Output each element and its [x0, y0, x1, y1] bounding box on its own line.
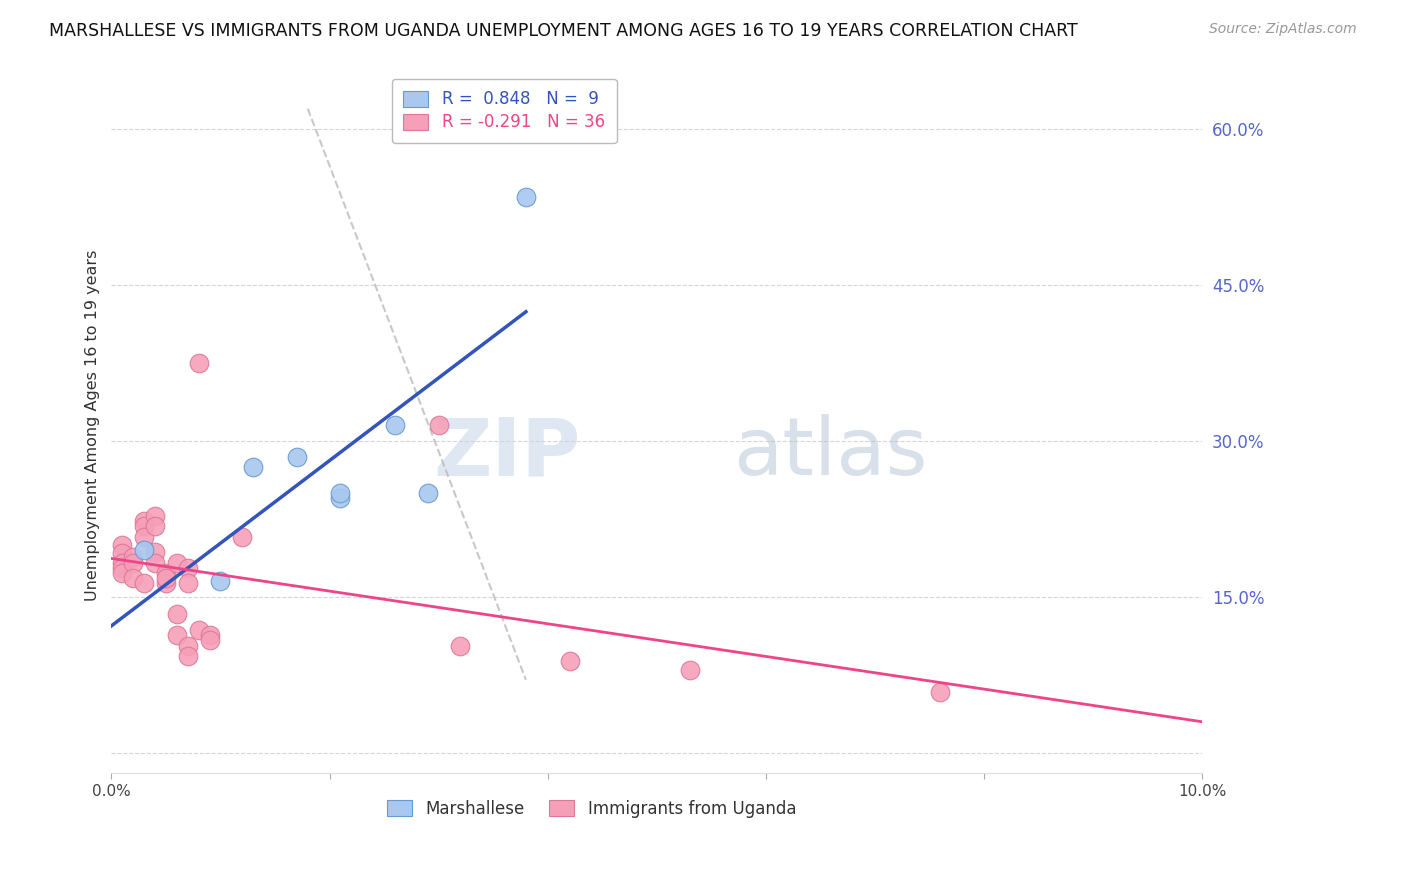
Point — [198, 628, 221, 642]
Point — [122, 550, 145, 565]
Point — [134, 576, 156, 591]
Point — [187, 356, 209, 370]
Point — [929, 685, 952, 699]
Y-axis label: Unemployment Among Ages 16 to 19 years: Unemployment Among Ages 16 to 19 years — [86, 250, 100, 601]
Point — [242, 460, 264, 475]
Point — [134, 514, 156, 528]
Point — [558, 654, 581, 668]
Point — [187, 623, 209, 637]
Text: atlas: atlas — [733, 414, 928, 492]
Point — [384, 418, 406, 433]
Point — [111, 538, 134, 552]
Point — [285, 450, 308, 464]
Point — [134, 543, 156, 558]
Point — [166, 607, 188, 622]
Point — [111, 546, 134, 560]
Point — [427, 418, 450, 433]
Legend: Marshallese, Immigrants from Uganda: Marshallese, Immigrants from Uganda — [380, 793, 803, 824]
Point — [166, 628, 188, 642]
Point — [155, 576, 177, 591]
Point — [329, 491, 352, 505]
Point — [122, 571, 145, 585]
Point — [143, 545, 166, 559]
Point — [177, 560, 200, 574]
Point — [177, 576, 200, 591]
Point — [111, 556, 134, 570]
Point — [134, 519, 156, 533]
Point — [111, 560, 134, 574]
Point — [166, 556, 188, 570]
Point — [198, 633, 221, 648]
Point — [177, 639, 200, 653]
Point — [155, 571, 177, 585]
Text: Source: ZipAtlas.com: Source: ZipAtlas.com — [1209, 22, 1357, 37]
Point — [231, 530, 253, 544]
Point — [122, 556, 145, 570]
Point — [143, 508, 166, 523]
Point — [678, 663, 700, 677]
Text: MARSHALLESE VS IMMIGRANTS FROM UGANDA UNEMPLOYMENT AMONG AGES 16 TO 19 YEARS COR: MARSHALLESE VS IMMIGRANTS FROM UGANDA UN… — [49, 22, 1078, 40]
Point — [143, 556, 166, 570]
Point — [177, 648, 200, 663]
Point — [155, 566, 177, 580]
Point — [134, 530, 156, 544]
Point — [416, 486, 439, 500]
Point — [143, 519, 166, 533]
Point — [329, 486, 352, 500]
Text: ZIP: ZIP — [433, 414, 581, 492]
Point — [209, 574, 232, 589]
Point — [515, 190, 537, 204]
Point — [450, 639, 472, 653]
Point — [111, 566, 134, 580]
